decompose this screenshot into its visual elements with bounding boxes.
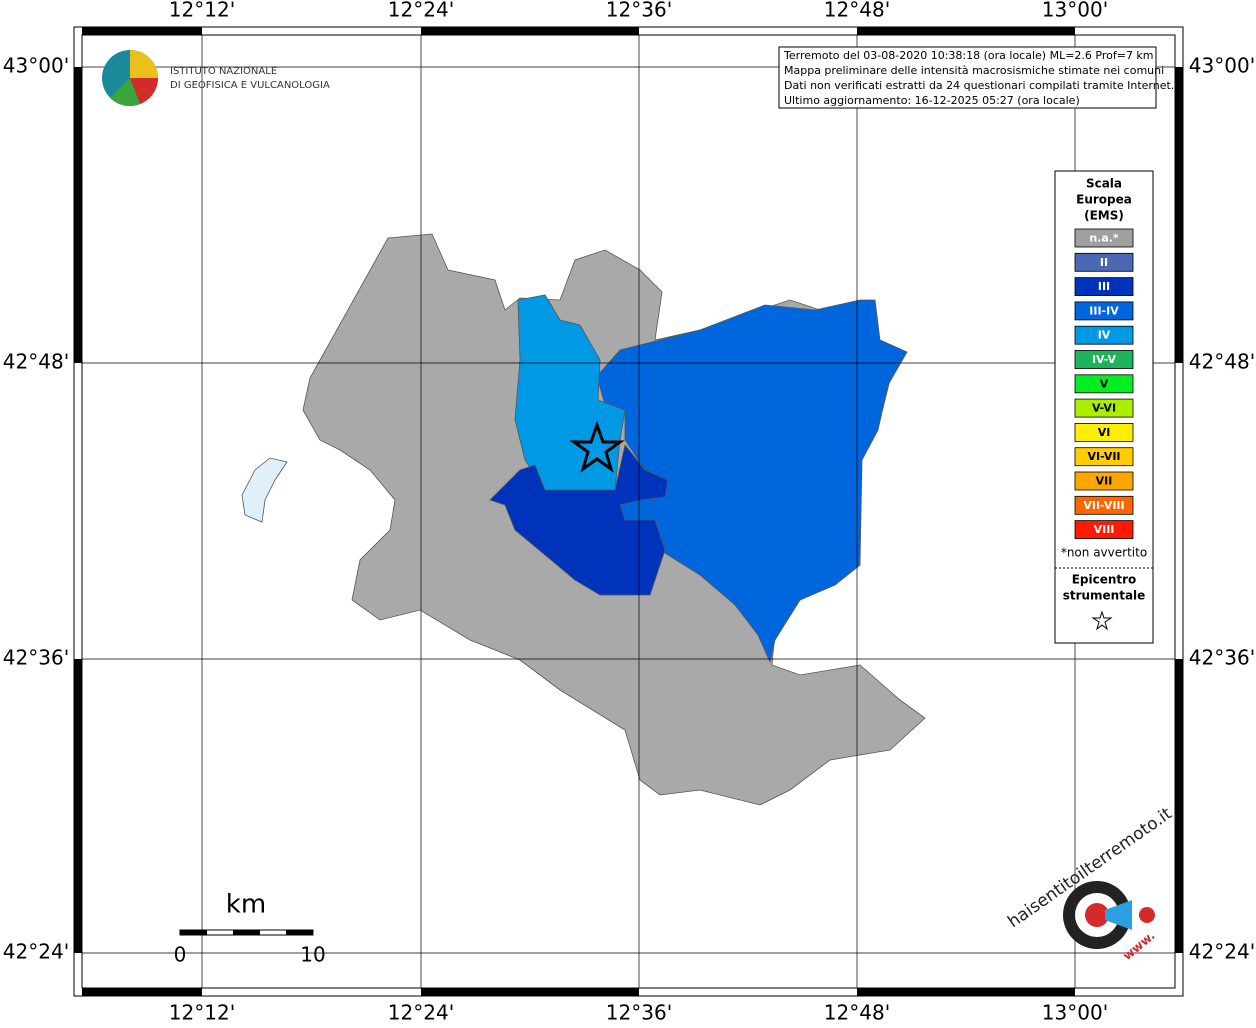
lon-label: 12°48' bbox=[824, 0, 890, 22]
frame-tick bbox=[74, 67, 82, 363]
info-line: Dati non verificati estratti da 24 quest… bbox=[784, 79, 1174, 92]
legend-star bbox=[1091, 610, 1113, 631]
legend-swatch bbox=[1074, 277, 1134, 297]
scale-bar-seg bbox=[180, 930, 207, 935]
legend-swatch bbox=[1074, 422, 1134, 442]
lat-label: 42°48' bbox=[1189, 350, 1255, 374]
frame: 12°12' 12°12' 12°24' 12°24' 12°36' 12°36' 12°4… bbox=[3, 0, 1255, 1025]
site-logo-beam bbox=[1105, 900, 1132, 930]
frame-tick bbox=[857, 988, 1075, 996]
legend-label: VI bbox=[1098, 426, 1111, 439]
legend-swatch bbox=[1074, 374, 1134, 394]
legend-swatch bbox=[1074, 252, 1134, 272]
logo-text: ISTITUTO NAZIONALE bbox=[170, 66, 277, 77]
lon-label: 12°36' bbox=[606, 0, 672, 22]
scale-bar: km 0 10 bbox=[174, 890, 326, 967]
legend-label: VIII bbox=[1094, 523, 1115, 536]
lat-label: 42°36' bbox=[3, 646, 69, 670]
legend-note: *non avvertito bbox=[1061, 546, 1147, 560]
logo-segment bbox=[110, 78, 140, 107]
frame-tick bbox=[1175, 659, 1183, 953]
lat-label: 42°24' bbox=[3, 940, 69, 964]
legend-label: n.a.* bbox=[1089, 232, 1119, 245]
legend-swatch bbox=[1074, 350, 1134, 369]
region-iv bbox=[514, 294, 626, 496]
lon-label: 13°00' bbox=[1042, 0, 1108, 22]
lat-label: 42°48' bbox=[3, 350, 69, 374]
lon-label: 12°12' bbox=[169, 1001, 235, 1025]
legend-label: IV bbox=[1098, 329, 1111, 342]
site-logo-dot bbox=[1085, 903, 1109, 927]
lat-label: 43°00' bbox=[1189, 54, 1255, 78]
frame-tick bbox=[82, 988, 202, 996]
legend-label: V-VI bbox=[1092, 402, 1116, 415]
legend-swatch bbox=[1074, 447, 1134, 467]
lon-label: 13°00' bbox=[1042, 1001, 1108, 1025]
scale-unit: km bbox=[226, 890, 266, 920]
ingv-logo: ISTITUTO NAZIONALE DI GEOFISICA E VULCAN… bbox=[102, 50, 330, 107]
site-logo-mark bbox=[1139, 907, 1155, 923]
legend-swatch bbox=[1074, 301, 1134, 321]
info-line: Ultimo aggiornamento: 16-12-2025 05:27 (… bbox=[784, 94, 1080, 107]
legend-epicenter: Epicentro bbox=[1072, 573, 1137, 587]
legend-label: VII bbox=[1096, 475, 1113, 488]
frame-tick bbox=[421, 988, 639, 996]
legend-epicenter: strumentale bbox=[1063, 589, 1146, 603]
legend-title: (EMS) bbox=[1084, 209, 1124, 223]
legend: ScalaEuropea(EMS)n.a.*IIIIIIII-IVIVIV-VV… bbox=[1055, 177, 1153, 631]
frame-tick bbox=[74, 659, 82, 953]
legend-swatch bbox=[1074, 520, 1134, 539]
legend-swatch bbox=[1074, 325, 1134, 345]
scale-bar-seg bbox=[233, 930, 260, 935]
scale-label: 10 bbox=[300, 943, 325, 967]
logo-text: DI GEOFISICA E VULCANOLOGIA bbox=[170, 80, 330, 91]
epicenter-star bbox=[569, 420, 625, 473]
lon-label: 12°24' bbox=[388, 0, 454, 22]
legend-swatch bbox=[1074, 228, 1134, 248]
info-line: Mappa preliminare delle intensità macros… bbox=[784, 64, 1164, 77]
lon-label: 12°36' bbox=[606, 1001, 672, 1025]
frame-tick bbox=[1175, 67, 1183, 363]
legend-swatch bbox=[1074, 495, 1134, 515]
legend-label: III bbox=[1098, 280, 1110, 293]
frame-tick bbox=[421, 27, 639, 35]
scale-bar-seg bbox=[286, 930, 313, 935]
lat-label: 43°00' bbox=[3, 54, 69, 78]
logo-segment bbox=[130, 78, 158, 104]
frame-tick bbox=[82, 27, 202, 35]
legend-label: V bbox=[1100, 377, 1109, 390]
legend-title: Scala bbox=[1086, 177, 1122, 191]
info-box bbox=[778, 46, 1157, 109]
lon-label: 12°48' bbox=[824, 1001, 890, 1025]
legend-label: III-IV bbox=[1089, 304, 1119, 317]
lake bbox=[241, 457, 288, 523]
region-iii bbox=[489, 444, 669, 596]
lat-label: 42°36' bbox=[1189, 646, 1255, 670]
legend-label: II bbox=[1100, 256, 1108, 269]
info: Terremoto del 03-08-2020 10:38:18 (ora l… bbox=[783, 49, 1174, 107]
lon-label: 12°12' bbox=[169, 0, 235, 22]
info-line: Terremoto del 03-08-2020 10:38:18 (ora l… bbox=[783, 49, 1154, 62]
legend-swatch bbox=[1074, 398, 1134, 418]
legend-swatch bbox=[1074, 471, 1134, 491]
legend-label: IV-V bbox=[1092, 353, 1117, 366]
frame-tick bbox=[857, 27, 1075, 35]
lat-label: 42°24' bbox=[1189, 940, 1255, 964]
legend-title: Europea bbox=[1076, 193, 1132, 207]
logo-segment bbox=[130, 50, 158, 78]
scale-label: 0 bbox=[174, 943, 187, 967]
regions bbox=[241, 233, 926, 806]
lon-label: 12°24' bbox=[388, 1001, 454, 1025]
legend-label: VII-VIII bbox=[1083, 499, 1124, 512]
legend-label: VI-VII bbox=[1087, 450, 1120, 463]
